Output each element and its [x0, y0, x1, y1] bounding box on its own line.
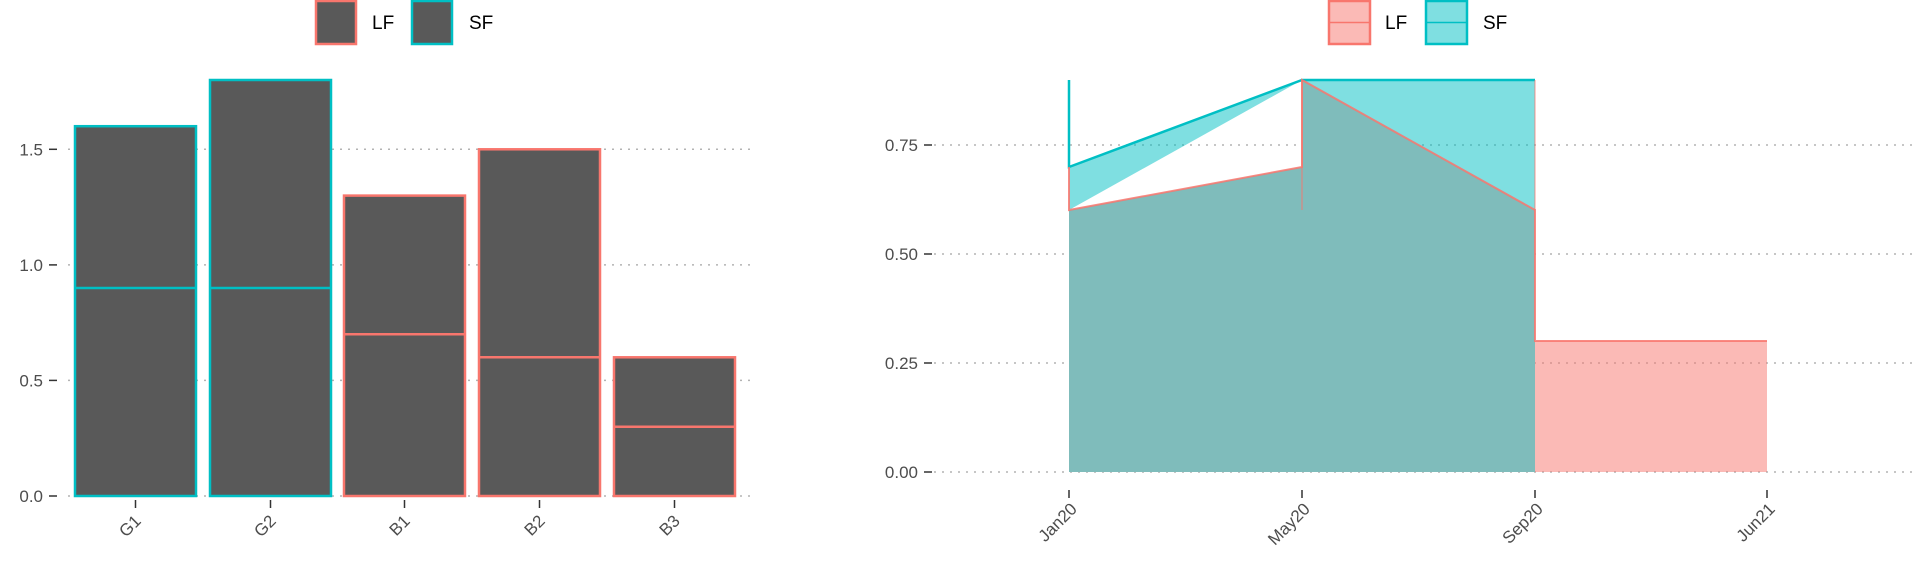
bar-b1 [342, 194, 467, 498]
bar-y-tick-label-1: 0.5 [19, 371, 43, 390]
bar-y-tick-label-0: 0.0 [19, 487, 43, 506]
legend-key-sf [410, 0, 454, 46]
area-y-tick-label-1: 0.25 [885, 354, 918, 373]
area-chart-panel: LF SF [885, 0, 1912, 549]
area-x-tick-label-may20: May20 [1264, 499, 1314, 549]
area-lf-region [1535, 341, 1767, 472]
bar-x-axis: G1 G2 B1 B2 B3 [115, 500, 684, 541]
legend-label-sf: SF [469, 13, 493, 34]
legend-label-lf: LF [372, 13, 394, 34]
bar-x-tick-label-g1: G1 [115, 511, 144, 540]
bar-y-tick-label-3: 1.5 [19, 140, 43, 159]
bar-x-tick-label-b2: B2 [521, 511, 549, 539]
bar-x-tick-label-g2: G2 [250, 511, 279, 540]
legend-label-lf-area: LF [1385, 13, 1407, 34]
legend-label-sf-area: SF [1483, 13, 1507, 34]
bar-legend: LF SF [314, 0, 493, 46]
bar-x-tick-label-b3: B3 [656, 511, 684, 539]
area-x-tick-label-jan20: Jan20 [1035, 499, 1081, 545]
area-marks [1067, 78, 1767, 472]
area-y-tick-label-0: 0.00 [885, 463, 918, 482]
area-x-tick-label-jun21: Jun21 [1733, 499, 1779, 545]
area-x-axis: Jan20 May20 Sep20 Jun21 [1035, 490, 1779, 549]
bar-g1 [73, 124, 198, 498]
bar-b2 [477, 148, 602, 498]
area-y-tick-label-2: 0.50 [885, 245, 918, 264]
area-x-tick-label-sep20: Sep20 [1499, 499, 1547, 547]
area-overlap-region [1069, 80, 1535, 472]
area-y-tick-label-3: 0.75 [885, 136, 918, 155]
area-legend: LF SF [1327, 0, 1507, 46]
area-sf-line [1067, 78, 1535, 169]
bar-y-axis: 0.0 0.5 1.0 1.5 [19, 140, 57, 506]
bar-x-tick-label-b1: B1 [386, 511, 414, 539]
bar-marks [73, 78, 737, 498]
area-sf-region [1069, 80, 1535, 210]
legend-key-lf [314, 0, 358, 46]
bar-chart-panel: LF SF 0.0 0.5 1.0 1.5 [19, 0, 752, 541]
area-y-axis: 0.00 0.25 0.50 0.75 [885, 136, 932, 482]
bar-y-tick-label-2: 1.0 [19, 256, 43, 275]
